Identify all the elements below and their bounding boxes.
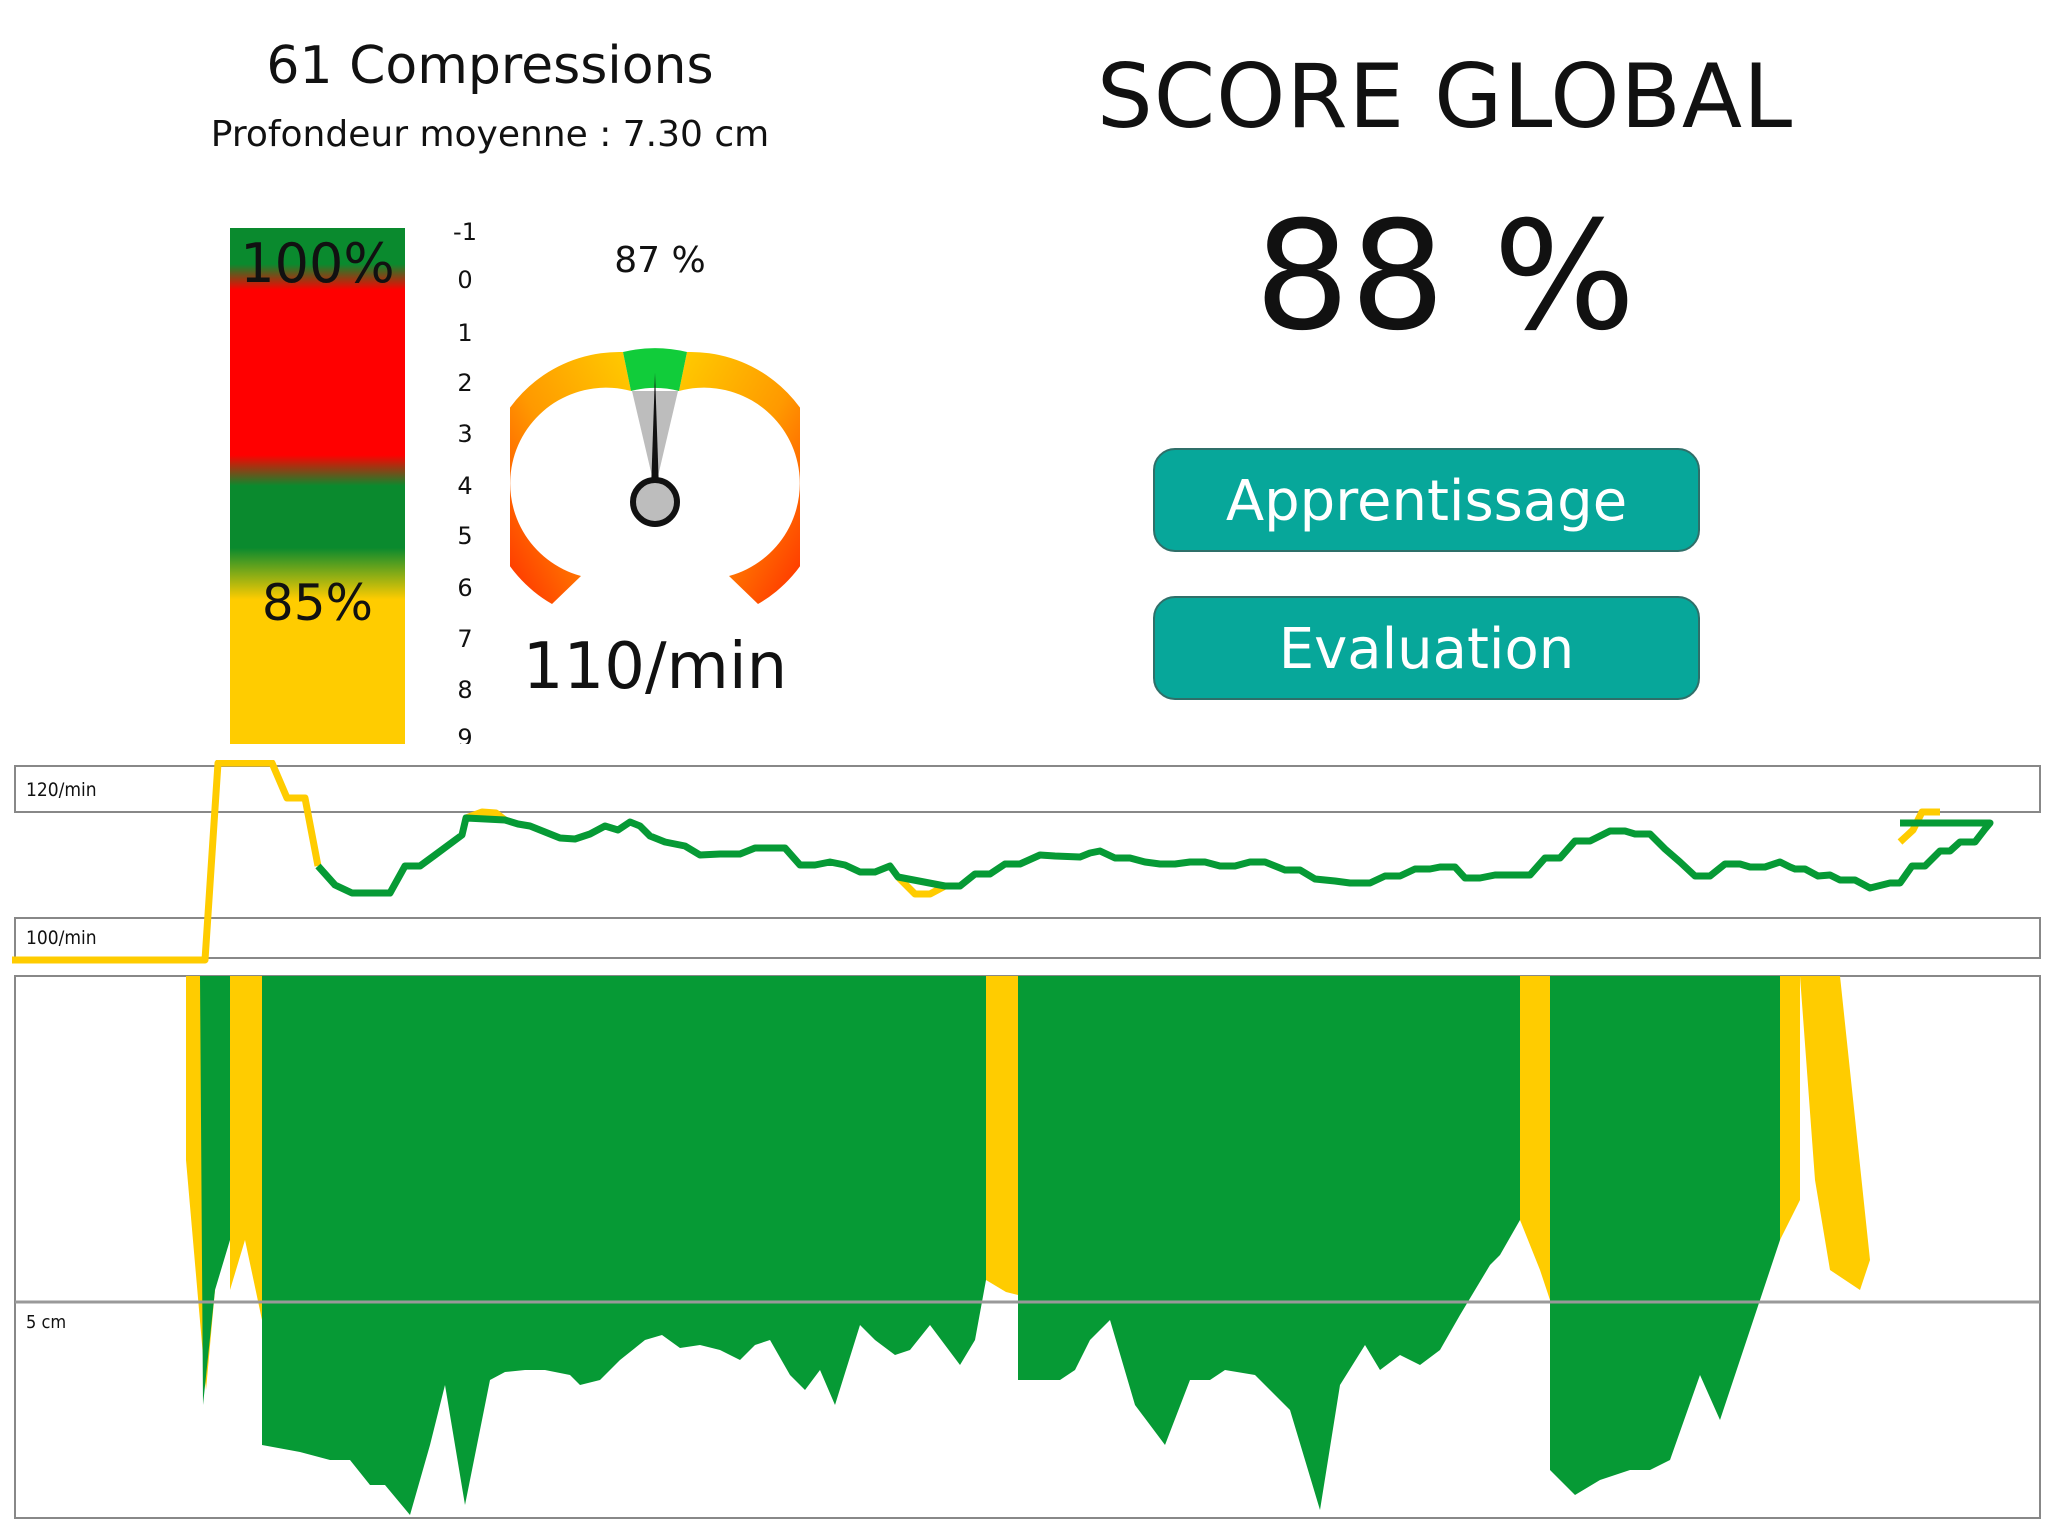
rate-lower-label: 100/min xyxy=(26,927,97,949)
gauge-arc-left xyxy=(510,351,631,604)
depth-scale-tick: 1 xyxy=(457,319,473,347)
depth-scale-tick: 9 xyxy=(457,724,473,744)
depth-area-warning xyxy=(230,976,262,1320)
evaluation-button[interactable]: Evaluation xyxy=(1153,596,1700,700)
rate-chart: 120/min 100/min xyxy=(12,760,2041,964)
depth-scale-tick: -1 xyxy=(453,218,477,246)
depth-area-good xyxy=(1018,976,1520,1510)
depth-scale-tick: 4 xyxy=(457,472,473,500)
depth-scale-tick: 2 xyxy=(457,369,473,397)
depth-scale-tick: 7 xyxy=(457,625,473,653)
depth-area-good xyxy=(200,976,230,1405)
depth-scale-tick: 6 xyxy=(457,574,473,602)
global-score-title: SCORE GLOBAL xyxy=(1096,45,1794,148)
gauge-arc-target xyxy=(623,348,687,391)
average-depth-subtitle: Profondeur moyenne : 7.30 cm xyxy=(210,114,770,155)
depth-area-warning xyxy=(986,976,1018,1295)
depth-reference-label: 5 cm xyxy=(26,1312,66,1333)
gauge-percent-label: 87 % xyxy=(614,240,706,281)
compression-rate-value: 110/min xyxy=(522,630,788,704)
rate-line-warning xyxy=(895,874,947,898)
compressions-count-title: 61 Compressions xyxy=(266,36,714,96)
apprentissage-button[interactable]: Apprentissage xyxy=(1153,448,1700,552)
global-score-value: 88 % xyxy=(1254,190,1636,364)
rate-band-upper xyxy=(14,765,2041,813)
depth-bar-top-label: 100% xyxy=(240,232,395,295)
depth-area-good xyxy=(262,976,986,1515)
rate-gauge xyxy=(510,348,800,604)
depth-scale-tick: 0 xyxy=(457,266,473,294)
rate-band-lower xyxy=(14,917,2041,959)
rate-line-warning xyxy=(1897,808,1940,845)
depth-area-good xyxy=(1550,976,1780,1495)
depth-scale-tick: 8 xyxy=(457,676,473,704)
gauge-needle xyxy=(651,373,659,490)
gauge-arc-right xyxy=(679,351,800,604)
depth-scale-tick: 5 xyxy=(457,522,473,550)
gauge-hub xyxy=(630,477,680,527)
depth-bar-mid-label: 85% xyxy=(261,574,374,632)
depth-scale-tick: 3 xyxy=(457,420,473,448)
rate-line-good xyxy=(315,814,1994,897)
depth-quality-bar xyxy=(230,228,405,744)
depth-area-warning xyxy=(1780,976,1870,1290)
rate-upper-label: 120/min xyxy=(26,779,97,801)
rate-line-warning xyxy=(12,760,322,964)
depth-area-warning xyxy=(1520,976,1550,1300)
depth-chart: 5 cm xyxy=(14,975,2041,1519)
